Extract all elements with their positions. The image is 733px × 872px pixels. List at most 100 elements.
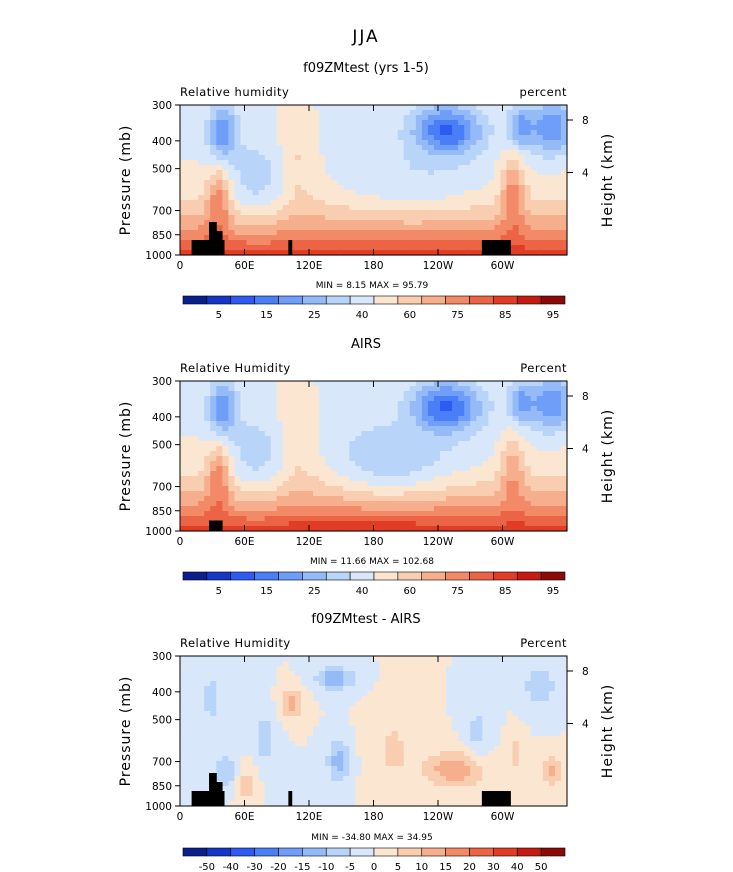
heatmap-cell xyxy=(458,446,465,452)
heatmap-cell xyxy=(264,471,272,477)
heatmap-cell xyxy=(427,426,435,432)
heatmap-cell xyxy=(210,681,217,687)
heatmap-cell xyxy=(440,225,447,231)
heatmap-cell xyxy=(186,115,193,121)
heatmap-cell xyxy=(222,240,229,246)
heatmap-cell xyxy=(294,701,302,707)
heatmap-cell xyxy=(319,426,326,432)
heatmap-cell xyxy=(518,200,526,206)
heatmap-cell xyxy=(560,250,568,256)
heatmap-cell xyxy=(252,145,260,151)
heatmap-cell xyxy=(337,696,344,702)
heatmap-cell xyxy=(306,120,314,126)
heatmap-cell xyxy=(488,220,496,226)
heatmap-cell xyxy=(530,406,538,412)
heatmap-cell xyxy=(415,721,423,727)
heatmap-cell xyxy=(288,155,296,161)
heatmap-cell xyxy=(331,471,338,477)
heatmap-cell xyxy=(325,496,332,502)
heatmap-cell xyxy=(270,250,278,256)
heatmap-cell xyxy=(306,511,314,517)
heatmap-cell xyxy=(397,471,405,477)
heatmap-cell xyxy=(385,491,393,497)
heatmap-cell xyxy=(409,456,417,462)
heatmap-cell xyxy=(385,506,393,512)
heatmap-cell xyxy=(252,476,260,482)
heatmap-cell xyxy=(270,130,278,136)
heatmap-cell xyxy=(494,521,502,527)
heatmap-cell xyxy=(264,250,272,256)
heatmap-cell xyxy=(319,691,326,697)
heatmap-cell xyxy=(240,516,248,522)
heatmap-cell xyxy=(319,170,326,176)
heatmap-cell xyxy=(403,411,411,417)
colorbar-swatch xyxy=(206,571,232,581)
colorbar-swatch xyxy=(493,571,518,581)
heatmap-cell xyxy=(325,190,332,196)
heatmap-cell xyxy=(560,180,568,186)
heatmap-cell xyxy=(306,676,314,682)
heatmap-cell xyxy=(222,220,229,226)
heatmap-cell xyxy=(186,411,193,417)
heatmap-cell xyxy=(458,476,465,482)
heatmap-cell xyxy=(530,416,538,422)
heatmap-cell xyxy=(264,125,272,131)
heatmap-cell xyxy=(210,215,217,221)
heatmap-cell xyxy=(373,666,381,672)
heatmap-cell xyxy=(440,220,447,226)
x-tick-label: 120W xyxy=(423,260,454,272)
heatmap-cell xyxy=(421,441,429,447)
heatmap-cell xyxy=(548,471,556,477)
heatmap-cell xyxy=(440,240,447,246)
heatmap-cell xyxy=(427,691,435,697)
colorbar-swatch xyxy=(206,295,232,305)
heatmap-cell xyxy=(325,476,332,482)
heatmap-cell xyxy=(367,155,375,161)
heatmap-cell xyxy=(421,240,429,246)
heatmap-cell xyxy=(500,175,508,181)
heatmap-cell xyxy=(355,696,363,702)
heatmap-cell xyxy=(536,426,544,432)
topography-mask xyxy=(209,520,223,531)
heatmap-cell xyxy=(325,466,332,472)
heatmap-cell xyxy=(440,711,447,717)
heatmap-cell xyxy=(452,230,459,236)
heatmap-cell xyxy=(391,155,399,161)
heatmap-cell xyxy=(397,190,405,196)
heatmap-cell xyxy=(367,691,375,697)
y-tick-label: 300 xyxy=(152,376,172,388)
heatmap-cell xyxy=(270,125,278,131)
heatmap-cell xyxy=(264,225,272,231)
heatmap-cell xyxy=(319,456,326,462)
colorbar: 5 15 25 40 60 75 85 95 xyxy=(182,571,566,597)
heatmap-cell xyxy=(228,511,236,517)
heatmap-cell xyxy=(186,416,193,422)
heatmap-cell xyxy=(524,175,532,181)
heatmap-cell xyxy=(306,235,314,241)
heatmap-cell xyxy=(452,686,459,692)
heatmap-cell xyxy=(446,180,453,186)
heatmap-cell xyxy=(494,676,502,682)
heatmap-cell xyxy=(403,446,411,452)
heatmap-cell xyxy=(403,526,411,532)
heatmap-cell xyxy=(518,175,526,181)
heatmap-cell xyxy=(512,431,520,437)
heatmap-cell xyxy=(306,185,314,191)
heatmap-cell xyxy=(506,661,514,667)
heatmap-cell xyxy=(373,501,381,507)
heatmap-cell xyxy=(186,160,193,166)
heatmap-cell xyxy=(506,185,514,191)
heatmap-cell xyxy=(204,175,211,181)
heatmap-cell xyxy=(482,421,489,427)
heatmap-cell xyxy=(240,696,248,702)
heatmap-cell xyxy=(228,431,236,437)
heatmap-cell xyxy=(355,511,363,517)
heatmap-cell xyxy=(331,190,338,196)
heatmap-cell xyxy=(512,676,520,682)
heatmap-cell xyxy=(282,726,290,732)
heatmap-cell xyxy=(548,676,556,682)
heatmap-cell xyxy=(270,666,278,672)
heatmap-cell xyxy=(337,135,344,141)
heatmap-cell xyxy=(300,215,308,221)
heatmap-cell xyxy=(222,190,229,196)
